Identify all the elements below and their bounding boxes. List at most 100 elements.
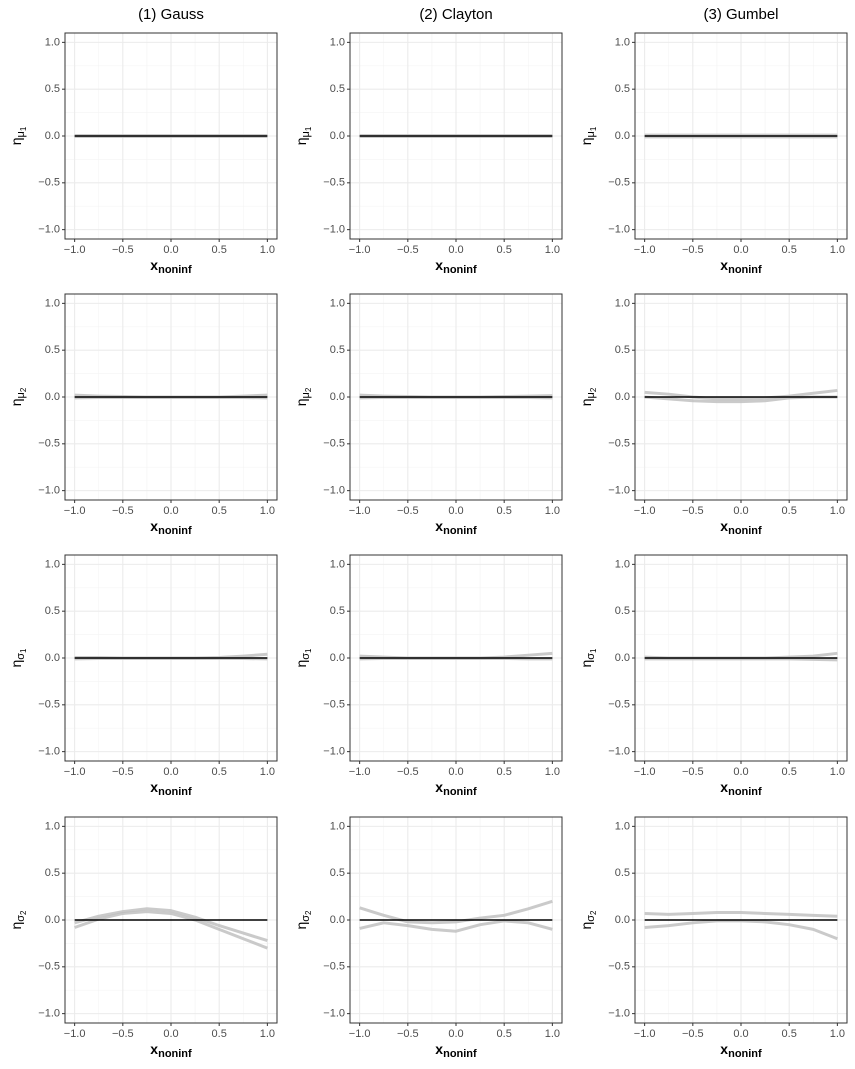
y-axis-label: ησ2 <box>8 910 28 930</box>
y-axis-label-sub: σ <box>15 915 27 922</box>
y-axis-label-subsub: 2 <box>19 910 28 915</box>
y-tick-label: 0.5 <box>615 867 630 879</box>
x-tick-label: 0.0 <box>733 1028 748 1040</box>
x-axis-label: xnoninf <box>435 257 477 276</box>
x-axis-label-sub: noninf <box>443 264 477 276</box>
x-axis-label: xnoninf <box>150 779 192 798</box>
y-tick-label: 0.0 <box>330 391 345 403</box>
x-axis-label-sub: noninf <box>158 786 192 798</box>
x-tick-label: 0.5 <box>212 505 227 517</box>
x-tick-label: 0.5 <box>782 505 797 517</box>
x-tick-label: −1.0 <box>64 766 86 778</box>
y-axis-label-sub: μ <box>15 392 27 398</box>
series-line <box>644 911 838 918</box>
x-tick-label: 0.5 <box>497 1028 512 1040</box>
x-axis-label-sub: noninf <box>158 525 192 537</box>
y-tick-label: −1.0 <box>323 485 345 497</box>
x-axis-label: xnoninf <box>435 779 477 798</box>
y-tick-label: −0.5 <box>38 961 60 973</box>
y-axis-label-base: η <box>293 138 309 146</box>
x-tick-label: −1.0 <box>64 244 86 256</box>
x-tick-label: −1.0 <box>349 1028 371 1040</box>
y-tick-label: 0.5 <box>615 605 630 617</box>
x-tick-label: 0.5 <box>497 505 512 517</box>
x-tick-label: −0.5 <box>397 1028 419 1040</box>
panel-border <box>64 32 278 240</box>
y-axis-label: ημ2 <box>8 387 28 406</box>
x-tick-label: −0.5 <box>397 244 419 256</box>
y-axis-label-sub: μ <box>15 131 27 137</box>
y-tick-label: 0.0 <box>330 914 345 926</box>
panel-border <box>634 554 848 762</box>
y-tick-label: 1.0 <box>45 297 60 309</box>
panel-border <box>349 293 563 501</box>
y-tick-label: −0.5 <box>608 961 630 973</box>
x-tick-label: 0.0 <box>733 244 748 256</box>
panel-border <box>349 32 563 240</box>
x-axis-label-sub: noninf <box>728 525 762 537</box>
y-tick-label: 0.5 <box>45 83 60 95</box>
y-axis-label-subsub: 2 <box>304 910 313 915</box>
series-line <box>74 907 268 943</box>
series-line <box>359 919 553 933</box>
x-tick-label: 1.0 <box>260 1028 275 1040</box>
y-tick-label: 0.5 <box>45 605 60 617</box>
y-tick-label: 0.5 <box>330 83 345 95</box>
y-axis-label-base: η <box>578 922 594 930</box>
y-tick-label: −0.5 <box>608 699 630 711</box>
x-axis-label-sub: noninf <box>443 786 477 798</box>
x-tick-label: 0.5 <box>212 766 227 778</box>
y-tick-label: 1.0 <box>615 820 630 832</box>
y-tick-label: −1.0 <box>323 1008 345 1020</box>
x-tick-label: 0.0 <box>163 1028 178 1040</box>
x-tick-label: 1.0 <box>260 244 275 256</box>
panel-border <box>634 816 848 1024</box>
y-axis-label-sub: μ <box>300 131 312 137</box>
y-axis-label: ημ1 <box>8 126 28 145</box>
panel: −1.0 −0.5 0.0 0.5 1.0 −1.0 −0.5 0.0 0.5 1.0 xnonin… <box>8 554 278 798</box>
panel: −1.0 −0.5 0.0 0.5 1.0 −1.0 −0.5 0.0 0.5 1.0 xnonin… <box>8 293 278 537</box>
x-axis-label-sub: noninf <box>443 525 477 537</box>
y-tick-label: −1.0 <box>323 224 345 236</box>
y-axis-label-subsub: 1 <box>304 648 313 653</box>
y-tick-label: 0.0 <box>45 652 60 664</box>
x-axis-label: xnoninf <box>720 1041 762 1060</box>
x-axis-label: xnoninf <box>435 1041 477 1060</box>
y-axis-label-base: η <box>8 399 24 407</box>
x-axis-label: xnoninf <box>150 518 192 537</box>
panel: −1.0 −0.5 0.0 0.5 1.0 −1.0 −0.5 0.0 0.5 1.0 (1) Ga… <box>8 6 278 276</box>
panel-title: (3) Gumbel <box>703 6 778 23</box>
x-axis-label-base: x <box>435 518 443 534</box>
y-tick-label: 0.0 <box>615 130 630 142</box>
y-axis-label-subsub: 1 <box>19 648 28 653</box>
panel: −1.0 −0.5 0.0 0.5 1.0 −1.0 −0.5 0.0 0.5 1.0 xnonin… <box>293 554 563 798</box>
x-axis-label: xnoninf <box>720 779 762 798</box>
y-tick-label: 0.0 <box>330 652 345 664</box>
y-axis-label-sub: μ <box>300 392 312 398</box>
panel-border <box>634 293 848 501</box>
x-tick-label: 0.0 <box>448 1028 463 1040</box>
panel-title: (2) Clayton <box>419 6 492 23</box>
x-tick-label: 0.0 <box>733 766 748 778</box>
x-tick-label: 0.5 <box>782 1028 797 1040</box>
y-tick-label: −0.5 <box>323 699 345 711</box>
x-tick-label: −1.0 <box>349 505 371 517</box>
y-tick-label: −0.5 <box>608 438 630 450</box>
panel: −1.0 −0.5 0.0 0.5 1.0 −1.0 −0.5 0.0 0.5 1.0 xnonin… <box>293 816 563 1060</box>
y-tick-label: 0.5 <box>615 344 630 356</box>
x-tick-label: 1.0 <box>830 505 845 517</box>
panel-border <box>634 32 848 240</box>
x-tick-label: −0.5 <box>682 505 704 517</box>
panel: −1.0 −0.5 0.0 0.5 1.0 −1.0 −0.5 0.0 0.5 1.0 xnonin… <box>578 293 848 537</box>
x-tick-label: −1.0 <box>634 1028 656 1040</box>
y-tick-label: 0.0 <box>45 130 60 142</box>
y-axis-label: ησ2 <box>293 910 313 930</box>
panel: −1.0 −0.5 0.0 0.5 1.0 −1.0 −0.5 0.0 0.5 1.0 xnonin… <box>578 816 848 1060</box>
y-tick-label: 1.0 <box>615 36 630 48</box>
x-tick-label: 0.5 <box>497 244 512 256</box>
x-axis-label-base: x <box>150 257 158 273</box>
x-axis-label-sub: noninf <box>728 786 762 798</box>
y-axis-label: ημ2 <box>578 387 598 406</box>
y-tick-label: −1.0 <box>608 224 630 236</box>
y-axis-label-base: η <box>578 660 594 668</box>
